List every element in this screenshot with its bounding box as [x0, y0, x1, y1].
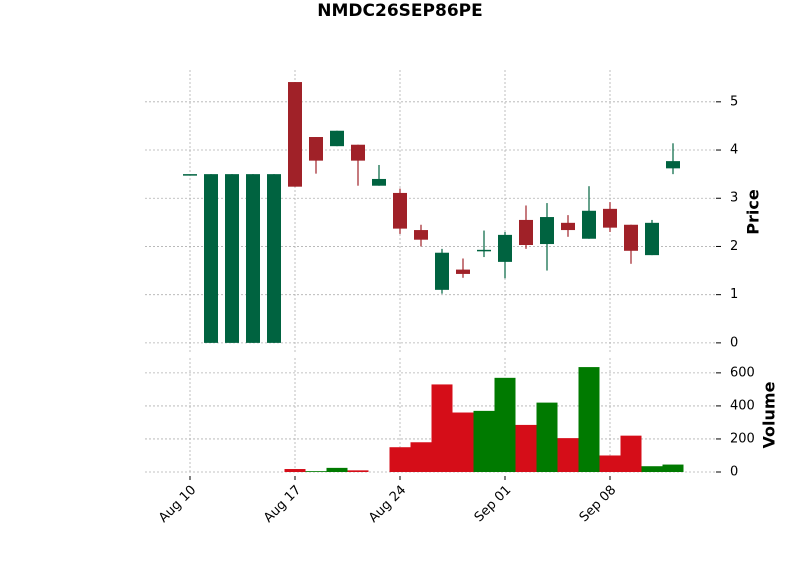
candle-body — [309, 137, 323, 161]
x-tick-label: Aug 24 — [366, 483, 409, 526]
candle-body — [624, 224, 638, 251]
x-tick-label: Sep 08 — [577, 483, 620, 526]
candle-body — [204, 174, 218, 343]
volume-bar — [599, 455, 621, 472]
candle-body — [540, 217, 554, 245]
y-tick-label: 600 — [730, 365, 755, 380]
volume-bar — [410, 442, 432, 472]
y-tick-label: 2 — [730, 239, 738, 254]
volume-axis-label: Volume — [760, 381, 779, 448]
volume-bar — [326, 467, 348, 472]
candle-body — [498, 234, 512, 262]
volume-bar — [662, 464, 684, 472]
volume-bar — [620, 435, 642, 472]
candle-body — [456, 269, 470, 274]
candle-body — [351, 144, 365, 161]
x-tick-label: Aug 10 — [156, 483, 199, 526]
volume-bar — [536, 402, 558, 472]
y-tick-label: 0 — [730, 465, 738, 480]
x-tick-label: Sep 01 — [472, 483, 515, 526]
candle-body — [603, 208, 617, 228]
volume-bar — [389, 447, 411, 472]
candle-body — [372, 178, 386, 186]
x-tick-label: Aug 17 — [261, 483, 304, 526]
candle-body — [645, 222, 659, 256]
y-tick-label: 1 — [730, 287, 738, 302]
candle-body — [561, 222, 575, 231]
candle-body — [330, 130, 344, 147]
candle-body — [477, 249, 491, 252]
candle-body — [435, 252, 449, 290]
volume-bar — [494, 377, 516, 472]
candle-body — [414, 230, 428, 240]
candle-body — [582, 210, 596, 239]
candle-body — [666, 161, 680, 169]
y-tick-label: 400 — [730, 398, 755, 413]
y-tick-label: 5 — [730, 94, 738, 109]
candle-body — [393, 192, 407, 229]
volume-bar — [473, 410, 495, 472]
candle-body — [267, 174, 281, 343]
y-tick-label: 0 — [730, 335, 738, 350]
candle-body — [246, 174, 260, 343]
volume-bar — [284, 469, 306, 472]
candle-body — [225, 174, 239, 343]
volume-bar — [515, 424, 537, 472]
y-tick-label: 4 — [730, 143, 738, 158]
volume-bar — [578, 367, 600, 472]
candle-body — [288, 82, 302, 187]
candle-body — [183, 174, 197, 176]
y-tick-label: 3 — [730, 191, 738, 206]
price-axis-label: Price — [744, 189, 763, 235]
volume-bar — [347, 470, 369, 472]
chart-title: NMDC26SEP86PE — [317, 1, 482, 21]
candle-body — [519, 219, 533, 246]
volume-bar — [557, 438, 579, 472]
volume-bar — [305, 471, 327, 472]
volume-bar — [452, 412, 474, 472]
y-tick-label: 200 — [730, 431, 755, 446]
volume-bar — [641, 466, 663, 472]
volume-bar — [431, 384, 453, 472]
